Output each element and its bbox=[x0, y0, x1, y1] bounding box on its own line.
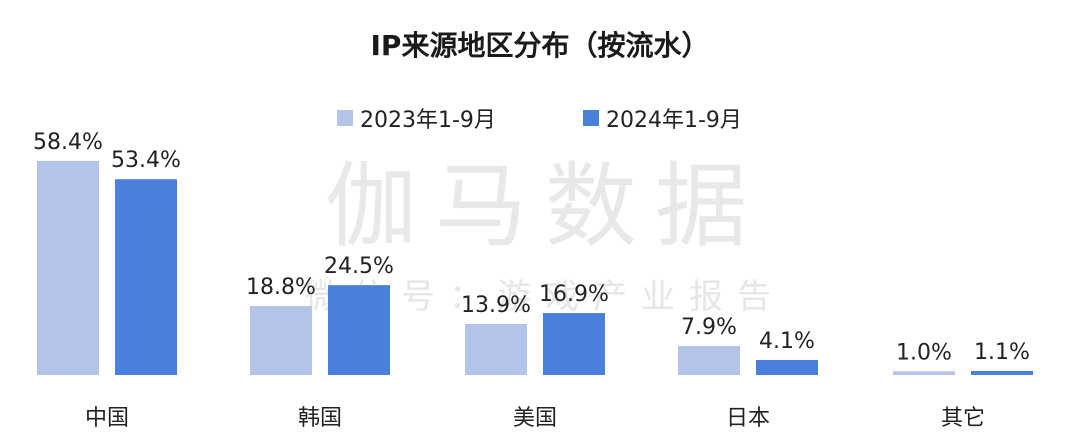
data-label-2023-2: 13.9% bbox=[461, 293, 531, 318]
data-label-2023-4: 1.0% bbox=[896, 340, 952, 365]
data-label-2024-3: 4.1% bbox=[759, 329, 815, 354]
bar-2023-1 bbox=[250, 306, 312, 375]
data-label-2024-2: 16.9% bbox=[539, 282, 609, 307]
bar-2024-0 bbox=[115, 179, 177, 375]
legend-label-2024: 2024年1-9月 bbox=[606, 108, 742, 133]
x-tick-label-3: 日本 bbox=[726, 406, 770, 431]
x-tick-label-0: 中国 bbox=[85, 406, 129, 431]
legend-swatch-2024 bbox=[583, 110, 599, 126]
x-tick-label-2: 美国 bbox=[513, 406, 557, 431]
bar-2024-3 bbox=[756, 359, 818, 375]
data-label-2024-4: 1.1% bbox=[974, 340, 1030, 365]
legend-swatch-2023 bbox=[337, 110, 353, 126]
data-label-2023-1: 18.8% bbox=[246, 275, 316, 300]
watermark-main: 伽马数据 bbox=[325, 153, 765, 260]
bar-2024-1 bbox=[328, 285, 390, 375]
bar-2023-4 bbox=[893, 371, 955, 375]
legend-label-2023: 2023年1-9月 bbox=[360, 108, 496, 133]
data-labels-layer: 58.4% 53.4% 18.8% 24.5% 13.9% 16.9% 7.9% 4.1% 1.… bbox=[33, 130, 1030, 365]
x-tick-label-1: 韩国 bbox=[298, 406, 342, 431]
chart-title: IP来源地区分布（按流水） bbox=[371, 29, 710, 62]
legend: 2023年1-9月 2024年1-9月 bbox=[337, 108, 742, 133]
x-axis-ticks: 中国 韩国 美国 日本 其它 bbox=[85, 406, 985, 431]
data-label-2024-1: 24.5% bbox=[324, 254, 394, 279]
bar-2024-4 bbox=[971, 370, 1033, 375]
x-tick-label-4: 其它 bbox=[941, 406, 985, 431]
bar-2024-2 bbox=[543, 313, 605, 375]
bar-2023-3 bbox=[678, 346, 740, 375]
data-label-2023-3: 7.9% bbox=[681, 315, 737, 340]
bar-2023-2 bbox=[465, 324, 527, 375]
data-label-2023-0: 58.4% bbox=[33, 130, 103, 155]
data-label-2024-0: 53.4% bbox=[111, 148, 181, 173]
bars-layer bbox=[37, 160, 1033, 375]
bar-2023-0 bbox=[37, 160, 99, 375]
